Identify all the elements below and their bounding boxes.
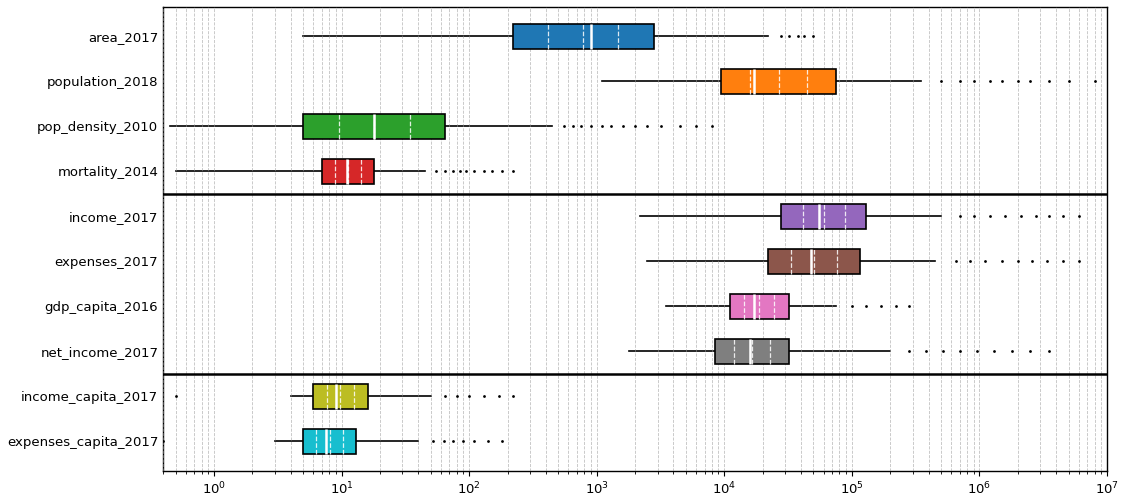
FancyBboxPatch shape: [730, 294, 788, 319]
FancyBboxPatch shape: [768, 249, 859, 274]
FancyBboxPatch shape: [781, 204, 866, 229]
FancyBboxPatch shape: [303, 114, 445, 139]
FancyBboxPatch shape: [722, 69, 835, 94]
FancyBboxPatch shape: [303, 429, 356, 454]
FancyBboxPatch shape: [313, 384, 367, 409]
FancyBboxPatch shape: [322, 159, 374, 183]
FancyBboxPatch shape: [512, 24, 654, 48]
FancyBboxPatch shape: [715, 339, 788, 364]
